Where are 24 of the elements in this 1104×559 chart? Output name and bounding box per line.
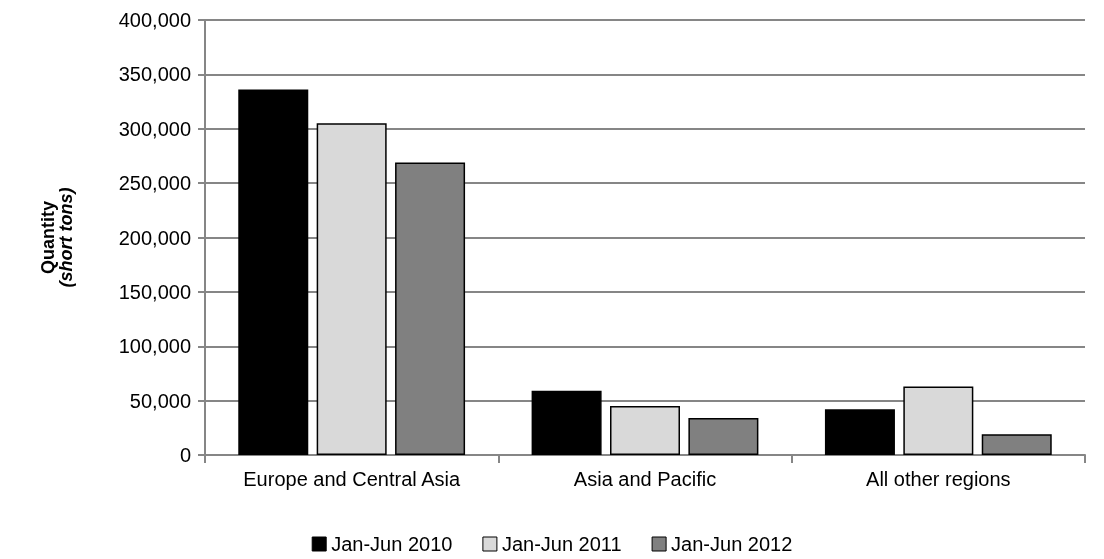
bar: [238, 89, 309, 455]
x-tick-label: All other regions: [866, 468, 1011, 490]
legend-label: Jan-Jun 2011: [501, 533, 622, 555]
y-tick-label: 400,000: [118, 9, 191, 31]
legend-label: Jan-Jun 2012: [671, 533, 793, 555]
y-tick-label: 300,000: [118, 117, 191, 140]
bar: [903, 386, 974, 455]
y-tick-label: 200,000: [118, 226, 191, 249]
bar: [824, 409, 895, 455]
y-tick-label: 100,000: [118, 335, 191, 358]
legend-label: Jan-Jun 2010: [331, 533, 453, 555]
bar: [610, 406, 680, 455]
bar: [981, 434, 1052, 455]
bar: [531, 390, 602, 455]
x-tick-label: Europe and Central Asia: [243, 468, 461, 490]
y-tick-label: 150,000: [118, 280, 191, 303]
y-tick-label: 250,000: [118, 172, 191, 195]
bar: [688, 418, 759, 455]
bar: [316, 123, 387, 455]
x-tick-label: Asia and Pacific: [573, 468, 717, 490]
y-tick-label: 50,000: [129, 389, 191, 412]
y-axis-title: Quantity (short tons): [38, 187, 76, 288]
y-tick-label: 0: [179, 444, 191, 466]
y-tick-label: 350,000: [118, 63, 191, 86]
